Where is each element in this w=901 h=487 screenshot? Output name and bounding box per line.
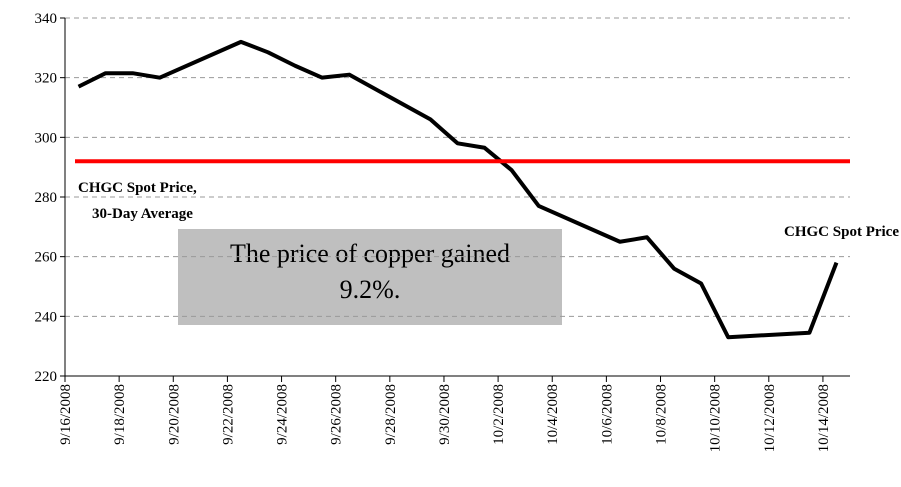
annotation: The price of copper gained xyxy=(230,239,510,268)
y-tick-label: 220 xyxy=(35,369,58,385)
y-tick-label: 340 xyxy=(35,11,58,27)
x-tick-label: 10/10/2008 xyxy=(708,384,724,452)
x-tick-label: 10/6/2008 xyxy=(599,384,615,445)
series-label: CHGC Spot Price xyxy=(784,224,899,240)
x-tick-label: 10/4/2008 xyxy=(545,384,561,445)
x-tick-label: 9/28/2008 xyxy=(383,384,399,445)
x-tick-label: 10/8/2008 xyxy=(654,384,670,445)
y-tick-label: 300 xyxy=(35,130,58,146)
x-tick-label: 9/20/2008 xyxy=(166,384,182,445)
annotation-box xyxy=(178,229,562,325)
annotation: 30-Day Average xyxy=(92,206,193,222)
x-tick-label: 10/12/2008 xyxy=(762,384,778,452)
x-tick-label: 9/26/2008 xyxy=(329,384,345,445)
x-tick-label: 10/2/2008 xyxy=(491,384,507,445)
y-tick-label: 260 xyxy=(35,250,58,266)
annotation: CHGC Spot Price, xyxy=(78,180,197,196)
y-tick-label: 320 xyxy=(35,71,58,87)
x-tick-label: 9/24/2008 xyxy=(275,384,291,445)
x-tick-label: 10/14/2008 xyxy=(816,384,832,452)
x-tick-label: 9/18/2008 xyxy=(112,384,128,445)
annotation: 9.2%. xyxy=(340,275,401,304)
y-tick-label: 280 xyxy=(35,190,58,206)
x-tick-label: 9/16/2008 xyxy=(58,384,74,445)
x-tick-label: 9/30/2008 xyxy=(437,384,453,445)
x-tick-label: 9/22/2008 xyxy=(220,384,236,445)
y-tick-label: 240 xyxy=(35,309,58,325)
line-series xyxy=(77,39,839,340)
